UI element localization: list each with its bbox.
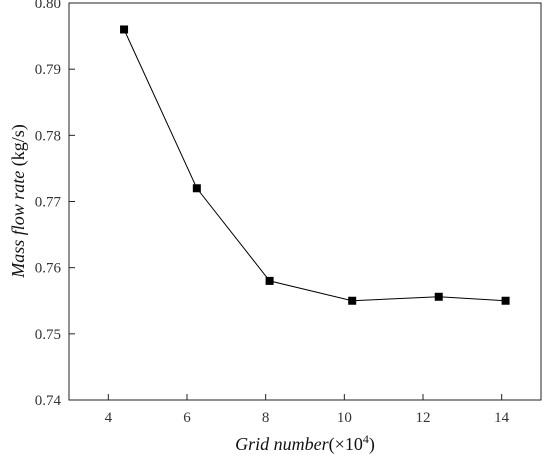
data-point [120, 25, 129, 34]
plot-frame [68, 2, 542, 401]
x-axis-title-close: ) [369, 434, 375, 455]
data-point [434, 292, 443, 301]
x-axis-title-main: Grid number [235, 434, 329, 454]
y-tick-label: 0.77 [35, 195, 62, 211]
y-axis-title: Mass flow rate (kg/s) [8, 124, 29, 279]
y-tick-label: 0.75 [35, 327, 61, 343]
x-axis-title-unit: (×10 [329, 434, 363, 455]
series-line [123, 29, 506, 302]
x-tick-label: 10 [337, 410, 352, 426]
x-tick-label: 4 [105, 410, 113, 426]
x-axis-title: Grid number(×104) [235, 432, 375, 455]
y-tick-label: 0.80 [35, 0, 61, 12]
y-tick-label: 0.74 [35, 393, 62, 409]
data-point [192, 184, 201, 193]
x-tick-label: 6 [183, 410, 191, 426]
x-tick-label: 8 [262, 410, 270, 426]
data-point [348, 296, 357, 305]
y-tick-label: 0.76 [35, 261, 62, 277]
y-tick-label: 0.78 [35, 128, 61, 144]
y-tick-label: 0.79 [35, 62, 61, 78]
y-axis-title-unit: (kg/s) [8, 124, 29, 171]
x-tick-label: 14 [494, 410, 510, 426]
x-axis-ticks: 4 6 8 10 12 14 [105, 394, 510, 426]
x-axis-title-exponent: 4 [363, 432, 369, 446]
data-series [120, 25, 510, 305]
data-point [501, 296, 510, 305]
x-tick-label: 12 [416, 410, 431, 426]
y-axis-title-main: Mass flow rate [8, 171, 28, 279]
y-axis-ticks: 0.74 0.75 0.76 0.77 0.78 0.79 0.80 [35, 0, 75, 409]
data-point [265, 276, 274, 285]
